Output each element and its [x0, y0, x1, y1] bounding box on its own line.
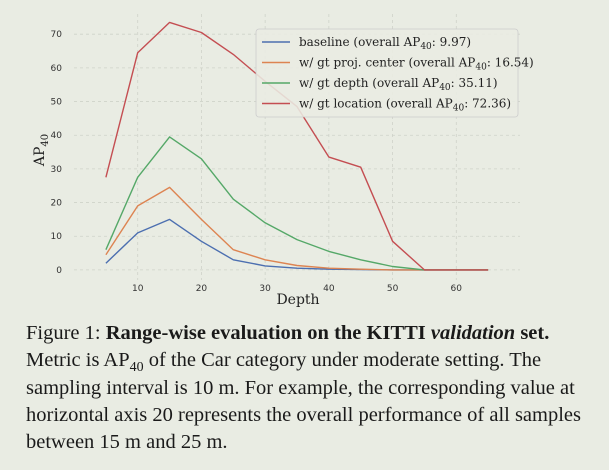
legend: baseline (overall AP40: 9.97)w/ gt proj.… — [255, 28, 534, 118]
x-axis-label: Depth — [276, 292, 319, 308]
legend-label-main: baseline (overall AP — [299, 35, 420, 49]
legend-label-sub: 40 — [420, 42, 432, 52]
y-axis-label: AP40 — [32, 134, 51, 167]
legend-label-main: w/ gt depth (overall AP — [299, 76, 439, 90]
legend-box — [255, 28, 519, 118]
y-tick-label: 40 — [51, 131, 63, 141]
figure-caption: Figure 1: Range-wise evaluation on the K… — [26, 320, 586, 456]
legend-label-end: : 9.97) — [432, 35, 471, 49]
series-line-2 — [105, 186, 489, 271]
legend-label-main: w/ gt location (overall AP — [299, 97, 453, 111]
y-tick-label: 0 — [56, 266, 62, 276]
series-line-3 — [105, 136, 489, 271]
legend-label-end: : 35.11) — [451, 76, 498, 90]
y-tick-label: 10 — [51, 232, 63, 242]
caption-title: Range-wise evaluation on the KITTI — [105, 322, 426, 344]
caption-body-sub: 40 — [129, 360, 144, 376]
caption-label: Figure 1: — [26, 322, 101, 344]
x-tick-label: 30 — [259, 284, 271, 294]
y-tick-label: 70 — [51, 30, 63, 40]
y-axis-label-main: AP — [32, 147, 48, 168]
y-tick-label: 60 — [51, 64, 63, 74]
legend-label-sub: 40 — [475, 63, 487, 73]
caption-body-start: Metric is AP — [26, 349, 130, 372]
x-tick-label: 20 — [196, 284, 208, 294]
x-tick-label: 40 — [323, 284, 335, 294]
x-tick-label: 60 — [451, 284, 463, 294]
legend-items: baseline (overall AP40: 9.97)w/ gt proj.… — [262, 35, 534, 114]
caption-title-italic: validation — [430, 322, 516, 344]
x-tick-label: 10 — [132, 284, 144, 294]
legend-label: w/ gt proj. center (overall AP40: 16.54) — [299, 56, 534, 73]
legend-label-sub: 40 — [453, 104, 465, 114]
legend-label-end: : 16.54) — [487, 56, 534, 70]
y-tick-label: 20 — [51, 199, 63, 209]
series-line-1 — [105, 218, 489, 271]
y-tick-label: 30 — [51, 165, 63, 175]
tick-labels: 0 10 20 30 40 50 60 70 10 20 30 40 50 60 — [51, 30, 463, 294]
y-axis-label-sub: 40 — [40, 134, 51, 147]
x-tick-label: 50 — [387, 284, 399, 294]
caption-body-rest: of the Car category under moderate setti… — [26, 349, 582, 454]
legend-label-end: : 72.36) — [464, 97, 511, 111]
legend-label-sub: 40 — [439, 83, 451, 93]
y-tick-label: 50 — [51, 98, 63, 108]
caption-title-end: set. — [520, 322, 550, 344]
legend-label: w/ gt depth (overall AP40: 35.11) — [299, 76, 498, 93]
legend-label-main: w/ gt proj. center (overall AP — [299, 56, 475, 70]
legend-label: baseline (overall AP40: 9.97) — [299, 35, 471, 52]
legend-label: w/ gt location (overall AP40: 72.36) — [299, 97, 511, 114]
